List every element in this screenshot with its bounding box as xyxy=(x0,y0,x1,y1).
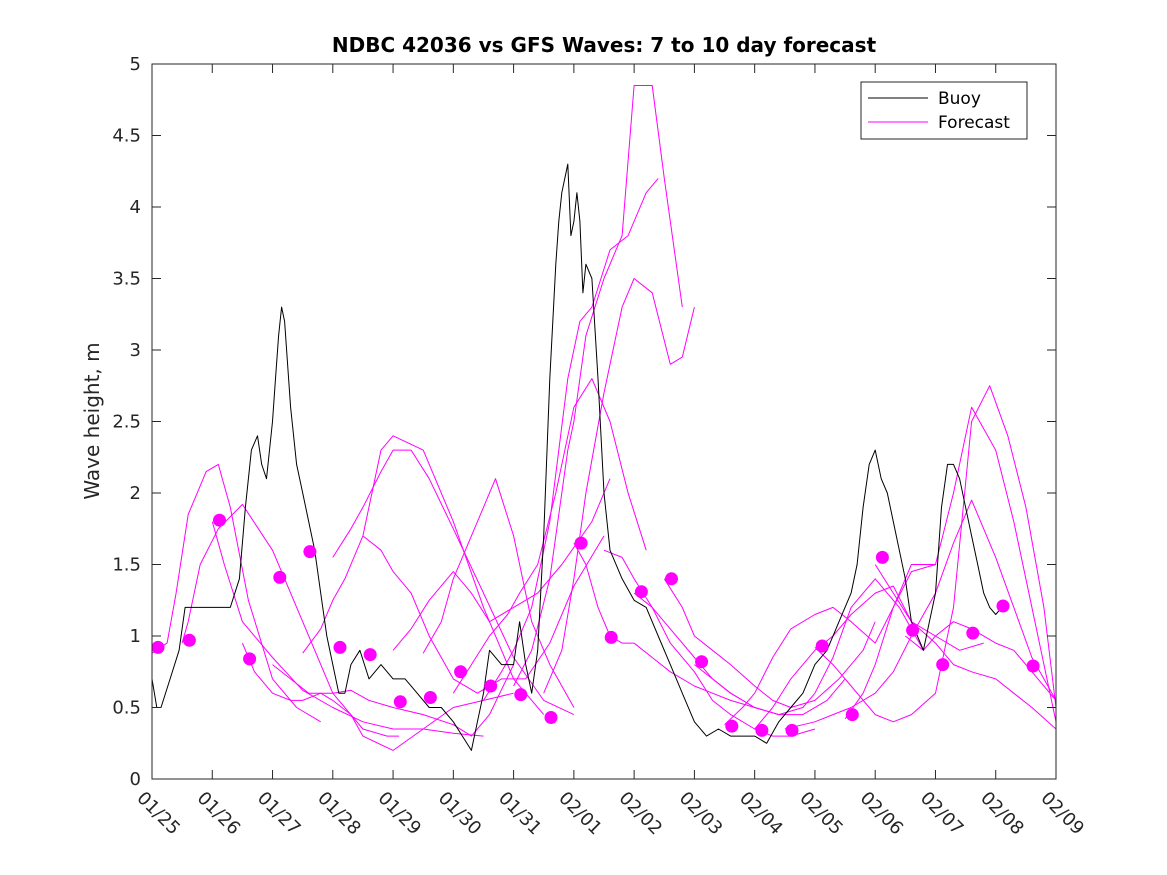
forecast-marker-point xyxy=(996,599,1010,613)
y-tick-label: 0.5 xyxy=(112,698,141,719)
forecast-series-line xyxy=(211,521,484,737)
forecast-series-line xyxy=(814,385,1056,723)
forecast-series-line xyxy=(483,178,659,701)
forecast-marker-point xyxy=(875,550,889,564)
legend-box xyxy=(860,81,1028,140)
forecast-marker-point xyxy=(755,723,769,737)
legend-buoy-label: Buoy xyxy=(938,89,981,109)
axes-background xyxy=(152,64,1056,779)
forecast-marker-point xyxy=(333,640,347,654)
forecast-marker-point xyxy=(725,719,739,733)
marker-layer xyxy=(151,513,1040,737)
y-tick-label: 1.5 xyxy=(112,555,141,576)
forecast-series-line xyxy=(603,549,816,737)
legend-forecast-label: Forecast xyxy=(938,113,1010,133)
forecast-series-line xyxy=(452,378,647,694)
y-tick-label: 2.5 xyxy=(112,412,141,433)
y-tick-label: 2 xyxy=(130,483,141,504)
forecast-marker-point xyxy=(303,545,317,559)
forecast-series-line xyxy=(543,278,695,694)
forecast-marker-point xyxy=(423,691,437,704)
chart-title: NDBC 42036 vs GFS Waves: 7 to 10 day for… xyxy=(332,33,877,57)
forecast-marker-point xyxy=(604,630,618,644)
y-tick-label: 0 xyxy=(130,769,141,790)
forecast-marker-point xyxy=(634,585,648,599)
forecast-marker-point xyxy=(273,570,287,584)
forecast-marker-point xyxy=(785,723,799,737)
forecast-series-line xyxy=(754,585,984,730)
forecast-marker-point xyxy=(665,572,678,586)
forecast-marker-point xyxy=(213,513,226,527)
legend: Buoy Forecast xyxy=(860,81,1028,140)
forecast-series-line xyxy=(663,578,876,708)
forecast-series-line xyxy=(844,406,1056,722)
y-tick-label: 1 xyxy=(130,626,141,647)
forecast-marker-point xyxy=(815,639,829,653)
forecast-marker-point xyxy=(906,623,920,637)
forecast-marker-point xyxy=(966,626,980,640)
buoy-series-line xyxy=(152,163,1003,751)
forecast-marker-point xyxy=(1026,659,1040,673)
forecast-series-line xyxy=(272,664,515,737)
forecast-marker-point xyxy=(363,648,377,662)
y-tick-label: 3.5 xyxy=(112,269,141,290)
forecast-series-line xyxy=(694,578,924,716)
forecast-marker-point xyxy=(514,688,528,702)
forecast-marker-point xyxy=(484,679,498,693)
forecast-series-line xyxy=(152,463,321,723)
forecast-series-line xyxy=(513,85,683,687)
y-tick-label: 4.5 xyxy=(112,126,141,147)
forecast-series-line xyxy=(874,564,1056,730)
y-tick-label: 5 xyxy=(130,54,141,75)
y-tick-label: 4 xyxy=(130,197,141,218)
forecast-series-line xyxy=(332,449,575,716)
forecast-series-line xyxy=(362,535,605,694)
forecast-marker-point xyxy=(695,655,709,669)
forecast-marker-point xyxy=(454,665,468,679)
forecast-marker-point xyxy=(574,536,588,550)
forecast-marker-point xyxy=(936,658,950,672)
forecast-marker-point xyxy=(151,640,165,654)
forecast-series-line xyxy=(181,503,400,737)
forecast-marker-point xyxy=(544,711,558,724)
y-tick-label: 3 xyxy=(130,340,141,361)
forecast-series-line xyxy=(573,542,755,708)
forecast-marker-point xyxy=(182,633,196,647)
forecast-series-line xyxy=(241,642,514,751)
y-axis-label: Wave height, m xyxy=(80,342,104,499)
forecast-marker-point xyxy=(845,708,859,722)
forecast-marker-point xyxy=(393,695,407,709)
forecast-series-line xyxy=(422,478,575,708)
forecast-marker-point xyxy=(243,652,257,666)
